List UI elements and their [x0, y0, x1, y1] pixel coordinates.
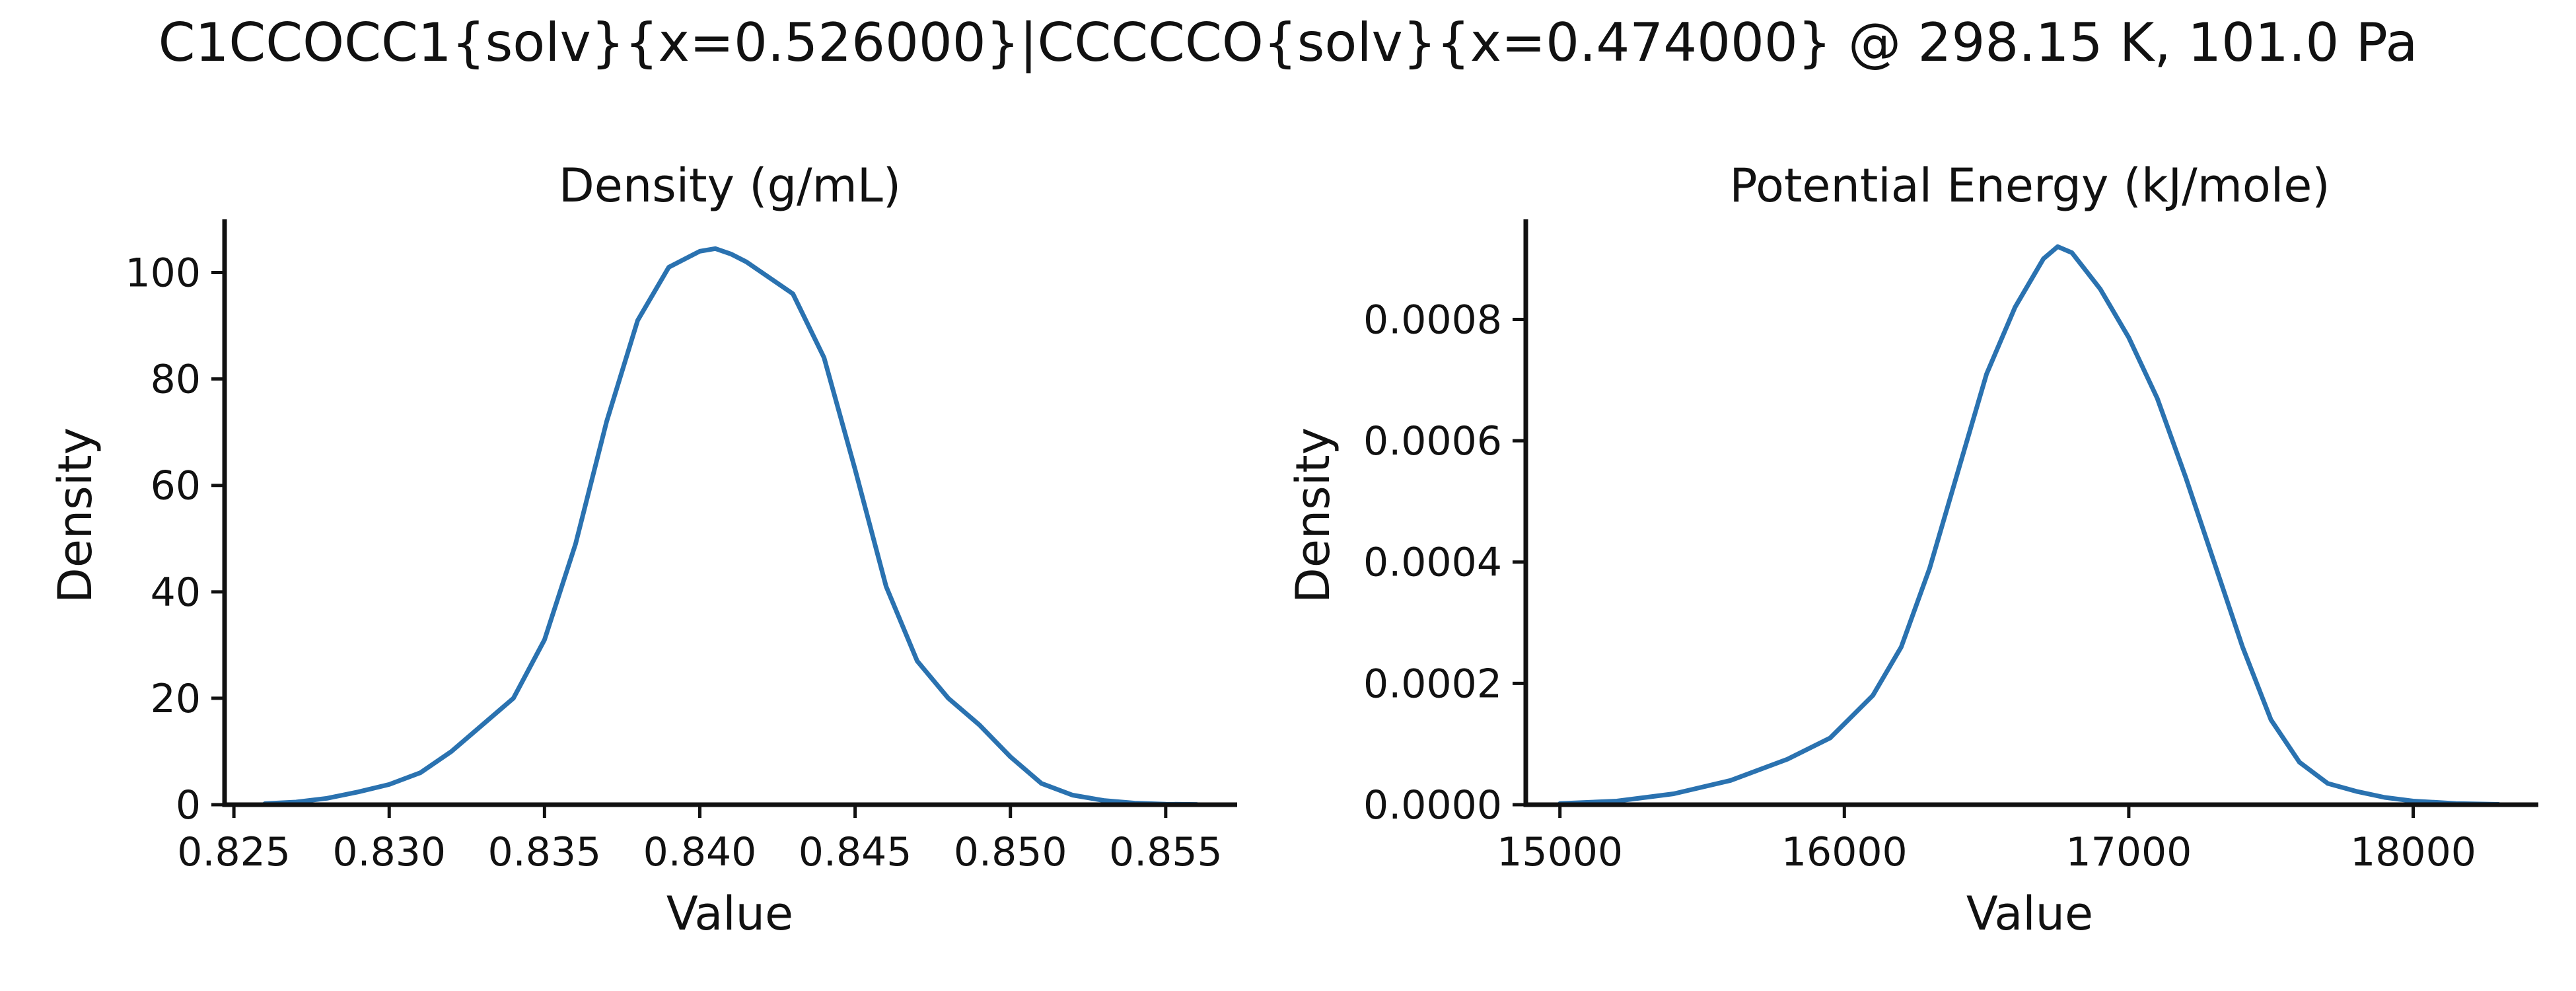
density-y-tick-label: 80 — [151, 357, 201, 403]
potential-energy-y-tick-label: 0.0008 — [1363, 297, 1502, 343]
density-y-axis-label: Density — [48, 427, 102, 603]
density-panel-title: Density (g/mL) — [559, 159, 901, 213]
density-x-tick-label: 0.835 — [487, 829, 601, 875]
density-axes — [222, 219, 1237, 807]
figure-title: C1CCOCC1{solv}{x=0.526000}|CCCCCO{solv}{… — [159, 12, 2418, 74]
density-y-tick-label: 60 — [151, 463, 201, 509]
potential-energy-y-axis-label: Density — [1286, 427, 1340, 603]
potential-energy-y-tick-label: 0.0000 — [1363, 782, 1502, 828]
density-x-tick-label: 0.845 — [799, 829, 912, 875]
potential-energy-x-tick-label: 18000 — [2350, 829, 2476, 875]
density-x-tick-label: 0.855 — [1109, 829, 1223, 875]
density-x-axis-label: Value — [666, 887, 793, 941]
density-y-tick-label: 20 — [151, 676, 201, 722]
density-y-tick-label: 40 — [151, 569, 201, 616]
potential-energy-y-tick-label: 0.0006 — [1363, 418, 1502, 464]
potential-energy-panel: Potential Energy (kJ/mole) Value Density… — [1286, 159, 2538, 941]
potential-energy-y-tick-label: 0.0004 — [1363, 540, 1502, 586]
density-x-tick-label: 0.825 — [177, 829, 291, 875]
density-x-tick-label: 0.840 — [643, 829, 757, 875]
potential-energy-x-tick-label: 15000 — [1497, 829, 1623, 875]
potential-energy-x-tick-label: 17000 — [2065, 829, 2192, 875]
density-y-tick-label: 0 — [176, 782, 201, 828]
potential-energy-ticks: 15000 16000 17000 18000 0.0000 0.0002 0.0004 0.… — [1363, 297, 2476, 875]
density-y-tick-label: 100 — [125, 250, 201, 297]
potential-energy-panel-title: Potential Energy (kJ/mole) — [1729, 159, 2330, 213]
potential-energy-kde-curve — [1557, 244, 2501, 807]
density-x-tick-label: 0.850 — [954, 829, 1067, 875]
potential-energy-axes — [1523, 219, 2538, 807]
density-ticks: 0.825 0.830 0.835 0.840 0.845 0.850 0.855 0 20 40… — [125, 250, 1222, 875]
potential-energy-y-tick-label: 0.0002 — [1363, 661, 1502, 707]
density-panel: Density (g/mL) Value Density 0.825 0.830 0… — [48, 159, 1237, 941]
density-x-tick-label: 0.830 — [332, 829, 446, 875]
potential-energy-x-tick-label: 16000 — [1781, 829, 1908, 875]
density-kde-curve — [262, 246, 1199, 807]
potential-energy-x-axis-label: Value — [1966, 887, 2093, 941]
